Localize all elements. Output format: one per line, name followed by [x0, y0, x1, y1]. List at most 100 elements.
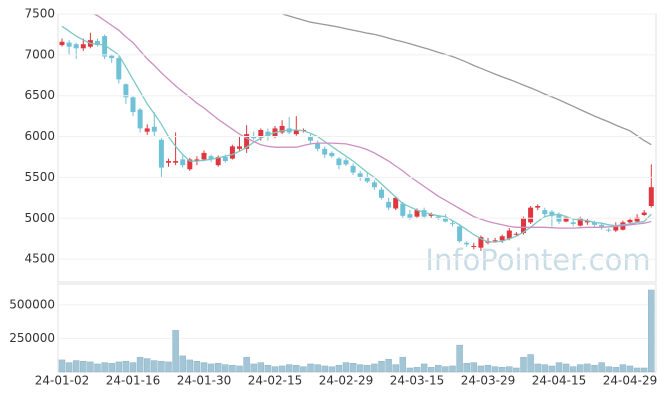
candle-body — [627, 219, 633, 223]
volume-bar — [108, 363, 115, 373]
volume-bar — [129, 362, 137, 373]
volume-bar — [477, 365, 485, 373]
volume-bar — [470, 362, 478, 373]
volume-bar — [143, 358, 151, 373]
candle-body — [315, 143, 321, 149]
volume-bar — [250, 363, 257, 373]
volume-bar — [136, 356, 144, 373]
candle-body — [322, 148, 328, 155]
volume-bar — [222, 364, 229, 373]
volume-bar — [278, 365, 286, 373]
candle-body — [478, 237, 484, 248]
volume-bar — [534, 363, 541, 373]
volume-bar — [115, 361, 123, 373]
volume-bar — [158, 361, 165, 373]
volume-bar — [293, 365, 300, 373]
volume-bar — [122, 361, 130, 373]
candle-body — [570, 222, 576, 224]
volume-bar — [342, 362, 350, 373]
volume-bar — [257, 362, 265, 373]
volume-bar — [555, 362, 563, 373]
volume-bar — [214, 363, 222, 373]
candle-body — [577, 218, 583, 226]
candle-body — [222, 156, 228, 162]
volume-bar — [648, 289, 655, 373]
price-plot — [59, 14, 654, 251]
volume-bar — [335, 365, 343, 373]
y-tick-label: 5500 — [24, 170, 55, 184]
candle-body — [407, 214, 413, 219]
volume-bar — [520, 356, 527, 373]
candle-body — [648, 187, 654, 207]
volume-bar — [65, 362, 73, 373]
volume-bar — [179, 355, 186, 373]
candle-body — [421, 210, 427, 217]
volume-bar — [371, 363, 378, 373]
candle-body — [251, 136, 257, 139]
moving-average-line — [281, 14, 652, 146]
candle-body — [279, 125, 285, 133]
candle-body — [137, 109, 143, 129]
y-tick-label: 4500 — [24, 252, 55, 266]
candle-body — [123, 84, 129, 98]
volume-bar — [548, 365, 556, 373]
candle-body — [109, 55, 115, 59]
candle-body — [464, 242, 470, 245]
volume-bar — [378, 361, 385, 373]
candle-body — [187, 159, 193, 170]
volume-bar — [151, 360, 158, 373]
candle-body — [542, 210, 548, 215]
x-tick-label: 24-01-16 — [106, 374, 160, 388]
candle-body — [350, 165, 356, 173]
candle-body — [521, 218, 526, 233]
volume-bar — [619, 364, 627, 373]
candle-body — [329, 152, 335, 157]
volume-bar — [591, 365, 598, 373]
candle-body — [95, 40, 100, 46]
candle-body — [102, 36, 108, 57]
candle-body — [471, 246, 477, 248]
candle-body — [450, 223, 455, 225]
candle-body — [180, 159, 186, 166]
volume-bar — [456, 344, 463, 373]
volume-bar — [598, 362, 605, 373]
volume-bar — [584, 363, 591, 373]
candle-body — [265, 131, 271, 137]
candle-body — [549, 211, 555, 216]
volume-bar — [506, 366, 513, 373]
volume-bar — [349, 363, 357, 373]
candle-body — [343, 160, 349, 165]
volume-bar — [640, 367, 648, 373]
volume-bar — [626, 365, 634, 373]
candle-body — [59, 41, 65, 46]
volume-bar — [307, 363, 314, 373]
watermark: InfoPointer.com — [425, 243, 650, 277]
volume-bar — [633, 367, 641, 373]
candle-body — [442, 218, 448, 222]
y-tick-label: 250000 — [9, 331, 55, 345]
volume-bar — [165, 361, 172, 373]
volume-bar — [58, 359, 66, 373]
volume-bar — [364, 365, 371, 373]
candle-body — [194, 159, 200, 162]
candle-body — [414, 210, 420, 217]
candle-body — [563, 217, 569, 222]
x-tick-label: 24-03-15 — [390, 374, 444, 388]
volume-bar — [321, 365, 328, 373]
volume-bar — [314, 364, 321, 373]
volume-bar — [491, 366, 499, 373]
candle-body — [457, 226, 463, 242]
y-tick-label: 6000 — [24, 129, 55, 143]
candle-body — [379, 189, 384, 198]
volume-bar — [385, 358, 392, 373]
volume-bar — [186, 359, 194, 373]
volume-bar — [207, 363, 215, 373]
x-tick-label: 24-01-02 — [35, 374, 89, 388]
candle-body — [73, 44, 79, 49]
candle-body — [308, 136, 313, 141]
candle-body — [634, 217, 640, 222]
moving-average-line — [61, 25, 652, 243]
candle-body — [528, 207, 534, 223]
candle-body — [244, 134, 250, 149]
